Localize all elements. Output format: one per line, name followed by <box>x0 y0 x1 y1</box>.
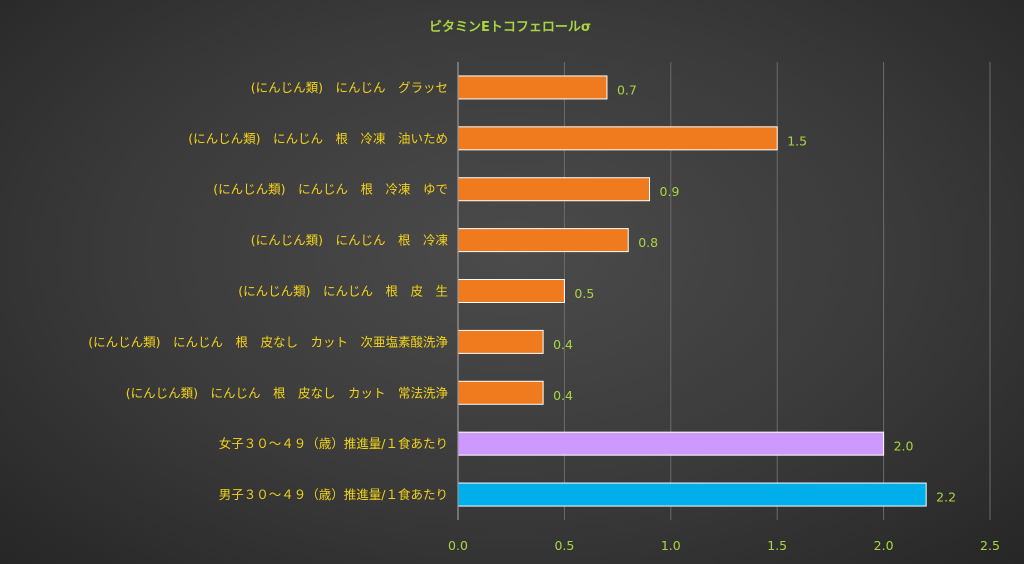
bar <box>457 279 565 303</box>
bar <box>457 380 544 405</box>
category-label: 男子３０～４９（歳）推進量/１食あたり <box>219 487 448 502</box>
category-label: (にんじん類) にんじん 根 皮なし カット 常法洗浄 <box>126 385 449 400</box>
bar <box>457 482 927 507</box>
bar <box>457 329 544 354</box>
data-label: 0.7 <box>617 82 637 97</box>
category-label: (にんじん類) にんじん 根 皮なし カット 次亜塩素酸洗浄 <box>88 334 448 349</box>
category-label: 女子３０～４９（歳）推進量/１食あたり <box>219 436 448 451</box>
category-label: (にんじん類) にんじん グラッセ <box>251 80 448 95</box>
bar <box>457 126 778 151</box>
x-tick-label: 1.0 <box>661 538 681 553</box>
data-label: 0.4 <box>553 388 573 403</box>
data-label: 2.0 <box>894 439 914 454</box>
x-tick-label: 2.5 <box>980 538 1000 553</box>
x-axis-ticks: 0.0 0.5 1.0 1.5 2.0 2.5 <box>448 538 1000 553</box>
x-tick-label: 2.0 <box>874 538 894 553</box>
category-label: (にんじん類) にんじん 根 冷凍 油いため <box>188 131 448 146</box>
category-labels: (にんじん類) にんじん グラッセ (にんじん類) にんじん 根 冷凍 油いため (… <box>88 80 448 502</box>
bar <box>457 177 651 202</box>
value-labels: 0.7 1.5 0.9 0.8 0.5 0.4 0.4 2.0 2.2 <box>553 82 956 504</box>
data-label: 0.5 <box>574 286 594 301</box>
category-label: (にんじん類) にんじん 根 皮 生 <box>238 284 448 299</box>
bar <box>457 228 629 253</box>
x-tick-label: 0.0 <box>448 538 468 553</box>
data-label: 0.8 <box>638 235 658 250</box>
category-label: (にんじん類) にんじん 根 冷凍 ゆで <box>213 182 448 197</box>
bars <box>457 75 927 507</box>
data-label: 0.9 <box>660 184 680 199</box>
data-label: 2.2 <box>936 490 956 505</box>
category-label: (にんじん類) にんじん 根 冷凍 <box>251 233 449 248</box>
chart-title: ビタミンEトコフェロールσ <box>429 19 591 35</box>
x-tick-label: 0.5 <box>554 538 574 553</box>
bar <box>457 75 608 100</box>
x-tick-label: 1.5 <box>767 538 787 553</box>
data-label: 1.5 <box>787 133 807 148</box>
bar <box>457 431 885 456</box>
data-label: 0.4 <box>553 337 573 352</box>
